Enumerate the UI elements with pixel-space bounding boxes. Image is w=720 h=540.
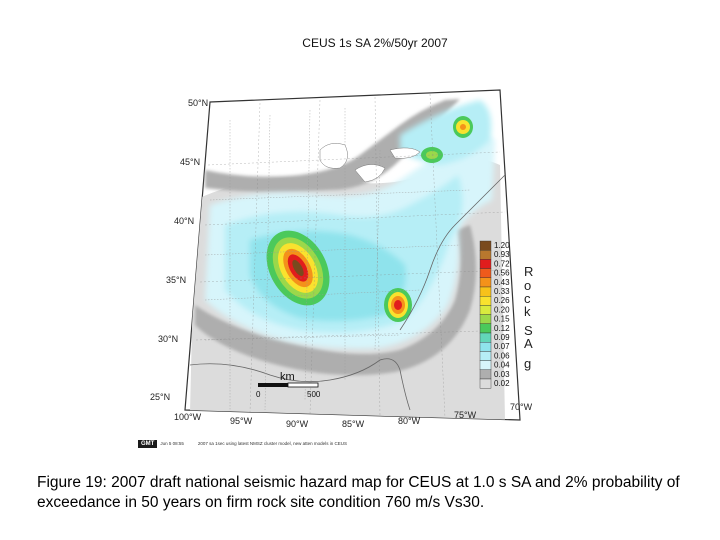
legend-title-letter: g [524,356,531,371]
legend-value-label: 0.03 [494,370,510,379]
legend-value-label: 0.07 [494,342,510,351]
map-title: CEUS 1s SA 2%/50yr 2007 [302,36,448,50]
new-madrid-hazard [266,230,330,306]
legend-value-label: 0.93 [494,250,510,259]
legend-value-label: 1.20 [494,241,510,250]
legend-swatch [479,268,492,279]
gmt-date: Jun 5 08:55 [160,441,184,446]
legend-value-label: 0.20 [494,305,510,314]
scale-unit-label: km [280,371,295,383]
legend-title-letter: S [524,323,533,338]
legend-value-label: 0.04 [494,361,510,370]
legend-value-label: 0.56 [494,269,510,278]
lat-label-30: 30°N [158,334,178,344]
legend-swatch [479,332,492,343]
legend-value-label: 0.72 [494,259,510,268]
gray-band-south [195,225,476,376]
legend-swatch [479,305,492,315]
legend-swatch [479,351,492,361]
legend-swatch [479,240,492,251]
legend-swatch [479,369,492,380]
legend-value-label: 0.26 [494,296,510,305]
legend-swatch [479,277,492,288]
legend-swatch [479,360,492,371]
lon-label-70: 70°W [510,402,533,412]
lon-label-90: 90°W [286,419,309,429]
gmt-logo: GMT [138,439,158,448]
legend-swatch [479,323,492,334]
legend-swatch [479,249,492,260]
lon-label-85: 85°W [342,419,365,429]
coastline [189,174,506,411]
lat-label-25: 25°N [150,392,170,402]
figure-caption: Figure 19: 2007 draft national seismic h… [37,474,680,511]
legend-title-letter: A [524,336,533,351]
lat-label-45: 45°N [180,157,200,167]
lon-label-80: 80°W [398,416,421,426]
great-lakes [319,143,421,183]
legend-title-letter: k [524,304,531,319]
legend-value-label: 0.33 [494,287,510,296]
legend-swatch [479,296,492,306]
legend-swatch [479,314,492,325]
legend-title-letter: o [524,278,531,293]
legend-title-letter: R [524,264,533,279]
lon-label-95: 95°W [230,416,253,426]
scale-start-label: 0 [256,390,261,399]
hazard-contours [189,99,506,420]
legend-value-label: 0.12 [494,324,510,333]
legend-swatch [479,378,492,389]
lat-label-35: 35°N [166,275,186,285]
legend-colorbar: 1.200.930.720.560.430.330.260.200.150.12… [479,240,510,389]
legend-value-label: 0.02 [494,379,510,388]
gmt-note: 2007 sa 1sec using latest NMSZ cluster m… [197,441,347,446]
graticule [195,93,513,419]
charlevoix-hazard [453,116,473,138]
gmt-info-strip: GMT Jun 5 08:55 2007 sa 1sec using lates… [138,439,347,448]
legend-swatch [479,286,492,297]
legend-swatch [479,259,492,269]
charleston-hazard [384,288,412,322]
lon-label-75: 75°W [454,410,477,420]
lat-label-40: 40°N [174,216,194,226]
legend-value-label: 0.43 [494,278,510,287]
legend-title-letter: c [524,291,531,306]
legend-value-label: 0.15 [494,315,510,324]
northeast-moderate [400,100,492,165]
legend-value-label: 0.09 [494,333,510,342]
scale-bar: km 0 500 [256,371,321,399]
legend-value-label: 0.06 [494,351,510,360]
lat-label-50: 50°N [188,98,208,108]
scale-end-label: 500 [307,390,321,399]
legend-swatch [479,342,492,352]
lon-label-100: 100°W [174,412,202,422]
